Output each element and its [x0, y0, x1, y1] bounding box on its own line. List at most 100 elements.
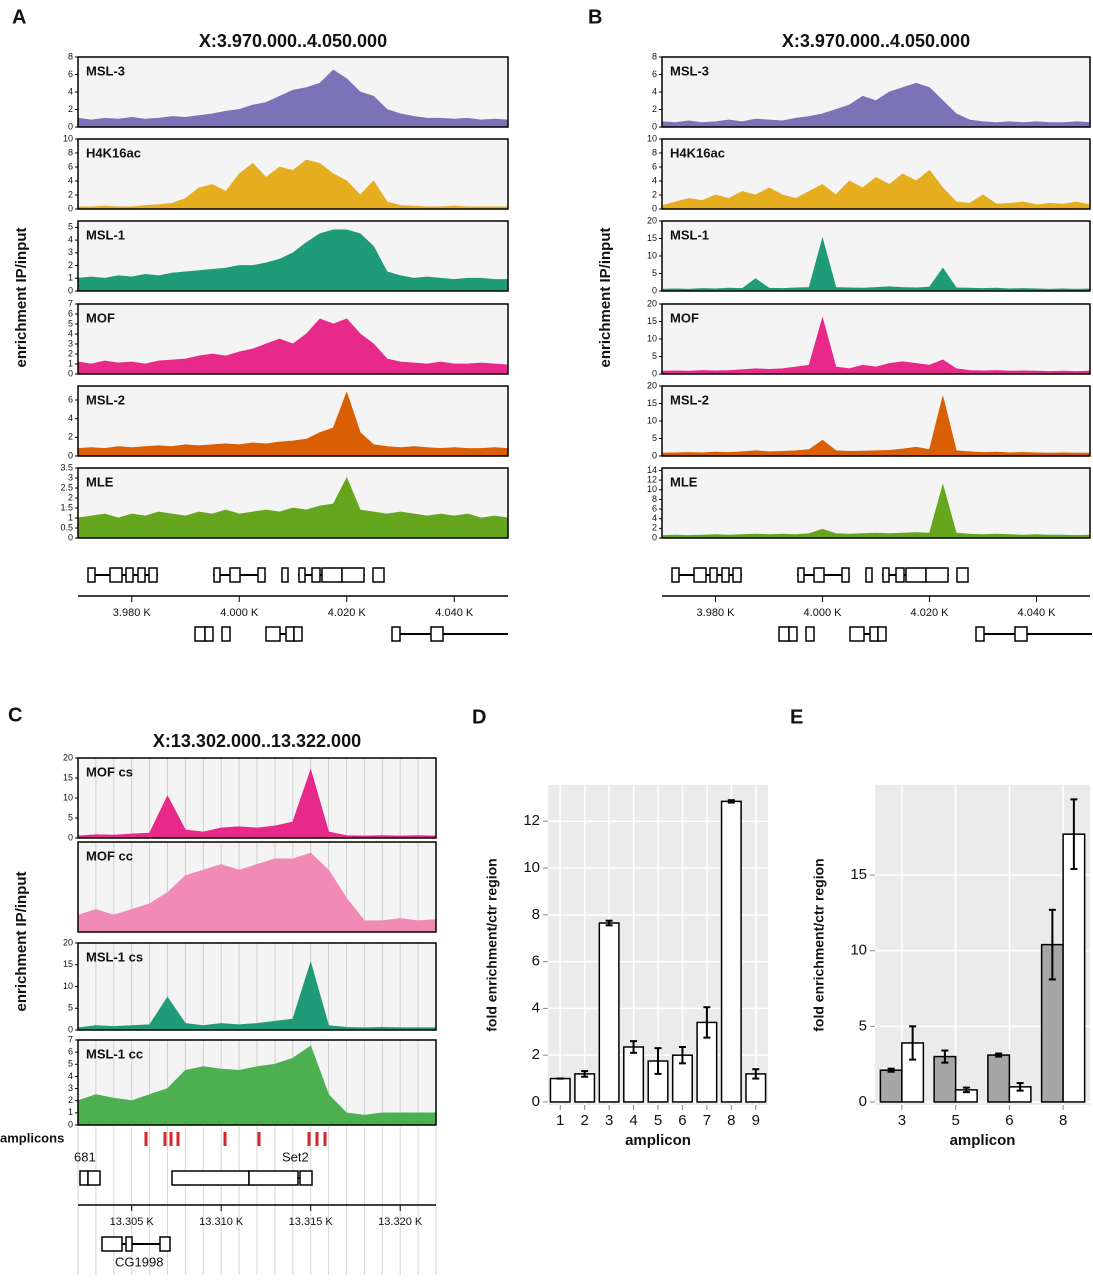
exon: [194, 626, 206, 642]
exon: [721, 567, 730, 583]
y-tick-label: 0: [68, 450, 73, 460]
signal-area: [77, 229, 509, 292]
track-frame: [661, 467, 1091, 539]
y-tick-label: 6: [68, 161, 73, 171]
exon: [265, 626, 281, 642]
x-tick-label: 4.040 K: [435, 607, 474, 619]
bar: [598, 922, 620, 1103]
signal-area: [77, 477, 509, 539]
y-tick-label: 2: [68, 104, 73, 114]
x-tick-label: 4.000 K: [804, 607, 843, 619]
y-tick-label: 5: [68, 812, 73, 822]
x-tick-label: 7: [703, 1112, 711, 1129]
y-tick-label: 15: [63, 959, 73, 969]
y-tick-label: 10: [647, 133, 657, 143]
exon: [849, 626, 865, 642]
amplicons-label: amplicons: [0, 1130, 64, 1145]
y-tick-label: 4: [68, 328, 73, 338]
panel-label: E: [790, 706, 803, 728]
exon: [159, 1236, 171, 1252]
y-tick-label: 8: [68, 147, 73, 157]
amplicon: [307, 1132, 311, 1146]
bar: [623, 1046, 645, 1103]
track-name: MOF cs: [86, 764, 133, 779]
y-tick-label: 0: [532, 1093, 540, 1110]
y-tick-label: 10: [523, 859, 540, 876]
exon: [109, 567, 123, 583]
y-tick-label: 0: [68, 121, 73, 131]
y-tick-label: 15: [647, 233, 657, 243]
y-tick-label: 6: [68, 308, 73, 318]
y-tick-label: 7: [68, 1034, 73, 1044]
y-tick-label: 1: [68, 512, 73, 522]
y-tick-label: 2: [652, 523, 657, 533]
y-tick-label: 3: [68, 472, 73, 482]
signal-area: [77, 961, 437, 1031]
exon: [298, 567, 306, 583]
exon: [248, 1170, 299, 1186]
exon: [281, 567, 289, 583]
y-tick-label: 15: [647, 316, 657, 326]
y-tick-label: 4: [652, 175, 657, 185]
y-tick-label: 10: [647, 415, 657, 425]
y-tick-label: 2: [68, 260, 73, 270]
x-tick-label: 13.310 K: [199, 1216, 244, 1228]
exon: [221, 626, 231, 642]
y-tick-label: 2: [652, 104, 657, 114]
track-name: MOF cc: [86, 848, 133, 863]
y-tick-label: 2.5: [60, 482, 73, 492]
y-tick-label: 4: [68, 175, 73, 185]
y-tick-label: 2: [68, 348, 73, 358]
bar: [574, 1073, 596, 1103]
y-tick-label: 10: [63, 792, 73, 802]
y-tick-label: 1: [68, 1107, 73, 1117]
exon: [372, 567, 385, 583]
bar: [549, 1077, 571, 1103]
exon: [956, 567, 969, 583]
signal-area: [77, 69, 509, 128]
y-tick-label: 5: [68, 318, 73, 328]
track-name: H4K16ac: [670, 145, 725, 160]
track-frame: [77, 138, 509, 210]
y-axis-label: enrichment IP/input: [13, 227, 30, 367]
y-tick-label: 4: [652, 86, 657, 96]
amplicon: [257, 1132, 261, 1146]
panel-label: A: [12, 6, 26, 28]
signal-area: [661, 316, 1091, 375]
x-tick-label: 8: [727, 1112, 735, 1129]
y-tick-label: 3: [68, 1083, 73, 1093]
track-frame: [77, 220, 509, 292]
panel-label: B: [588, 6, 602, 28]
y-tick-label: 4: [652, 513, 657, 523]
y-tick-label: 0: [68, 1024, 73, 1034]
x-tick-label: 4.040 K: [1018, 607, 1057, 619]
x-tick-label: 4: [629, 1112, 637, 1129]
y-tick-label: 20: [647, 215, 657, 225]
panel-title: X:13.302.000..13.322.000: [153, 731, 361, 751]
exon: [805, 626, 815, 642]
y-tick-label: 0.5: [60, 522, 73, 532]
amplicon: [144, 1132, 148, 1146]
y-tick-label: 10: [63, 133, 73, 143]
y-tick-label: 10: [647, 484, 657, 494]
x-tick-label: 3: [605, 1112, 613, 1129]
track-background: [662, 386, 1090, 456]
y-tick-label: 8: [652, 51, 657, 61]
signal-area: [661, 169, 1091, 210]
signal-area: [77, 391, 509, 457]
x-tick-label: 9: [752, 1112, 760, 1129]
exon: [925, 567, 949, 583]
exon: [895, 567, 905, 583]
exon: [882, 567, 890, 583]
y-tick-label: 5: [68, 1059, 73, 1069]
track-name: MSL-2: [670, 392, 709, 407]
y-tick-label: 2: [68, 432, 73, 442]
x-tick-label: 4.020 K: [328, 607, 367, 619]
panel-label: C: [8, 704, 22, 726]
y-axis-label: fold enrichment/ctr region: [811, 858, 827, 1031]
y-tick-label: 0: [652, 368, 657, 378]
x-axis-label: amplicon: [625, 1132, 691, 1149]
y-tick-label: 3: [68, 247, 73, 257]
track-name: MSL-2: [86, 392, 125, 407]
